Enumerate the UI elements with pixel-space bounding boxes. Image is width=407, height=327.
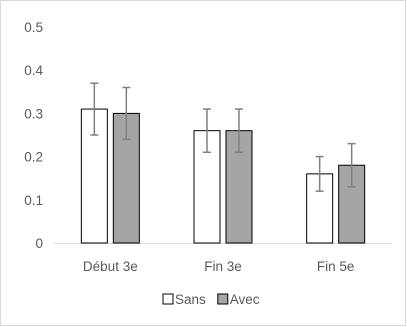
y-tick-label: 0.4 bbox=[24, 63, 43, 78]
legend-label: Avec bbox=[230, 292, 260, 307]
legend: Sans Avec bbox=[162, 292, 260, 307]
error-bar-sans-1 bbox=[203, 108, 211, 154]
y-tick-label: 0.2 bbox=[24, 150, 43, 165]
legend-item-sans: Sans bbox=[162, 292, 206, 307]
y-axis-tick-labels: 0 0.1 0.2 0.3 0.4 0.5 bbox=[24, 20, 43, 251]
bar-sans-1 bbox=[193, 130, 221, 244]
error-bar-avec-0 bbox=[122, 86, 131, 141]
x-axis-category-labels: Début 3e Fin 3e Fin 5e bbox=[83, 259, 354, 274]
legend-label: Sans bbox=[175, 292, 206, 307]
y-tick-label: 0.1 bbox=[24, 193, 43, 208]
x-category-label: Début 3e bbox=[83, 259, 138, 274]
error-bar-sans-2 bbox=[315, 155, 324, 192]
x-category-label: Fin 3e bbox=[204, 259, 242, 274]
y-tick-label: 0.5 bbox=[24, 20, 43, 35]
x-category-label: Fin 5e bbox=[317, 259, 355, 274]
error-bar-avec-2 bbox=[347, 142, 356, 188]
legend-item-avec: Avec bbox=[217, 292, 260, 307]
bar-sans-2 bbox=[306, 173, 334, 244]
error-bars bbox=[90, 82, 356, 192]
y-tick-label: 0.3 bbox=[24, 106, 43, 121]
error-bar-avec-1 bbox=[235, 108, 243, 154]
y-tick-label: 0 bbox=[35, 236, 43, 251]
error-bar-sans-0 bbox=[90, 82, 99, 136]
legend-swatch bbox=[162, 293, 174, 305]
bars bbox=[80, 108, 366, 244]
legend-swatch bbox=[217, 293, 229, 305]
